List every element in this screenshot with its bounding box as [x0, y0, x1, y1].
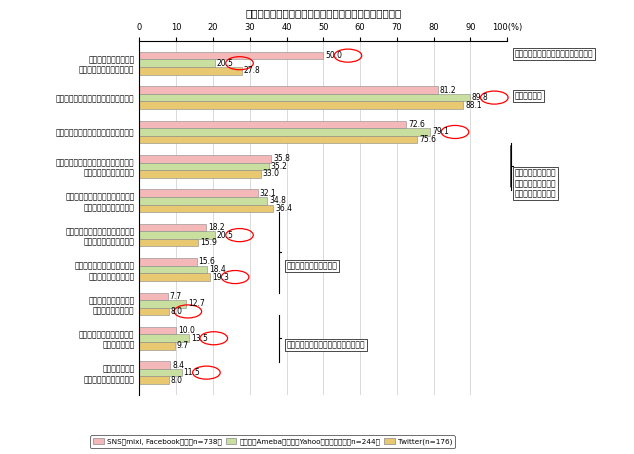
Text: 79.1: 79.1	[432, 128, 449, 137]
Text: 81.2: 81.2	[440, 85, 456, 94]
Bar	[139, 273, 210, 281]
Bar	[139, 335, 189, 342]
Text: 20.5: 20.5	[217, 231, 233, 240]
Bar	[139, 327, 176, 335]
Text: 8.0: 8.0	[171, 307, 183, 316]
Bar	[139, 155, 271, 163]
Bar	[139, 204, 273, 212]
Bar	[139, 369, 182, 376]
Title: ソーシャルメディアの使い分けにより多様なことが実現: ソーシャルメディアの使い分けにより多様なことが実現	[245, 8, 401, 18]
Text: 7.7: 7.7	[170, 292, 182, 301]
Bar	[139, 101, 463, 109]
Text: 35.8: 35.8	[273, 154, 290, 163]
Text: 13.5: 13.5	[191, 334, 208, 343]
Bar	[139, 86, 438, 94]
Text: 32.1: 32.1	[259, 189, 276, 197]
Text: 情報の受発信: 情報の受発信	[515, 91, 542, 100]
Text: 34.8: 34.8	[269, 196, 286, 205]
Bar	[139, 94, 470, 101]
Bar	[139, 163, 269, 170]
Text: 89.8: 89.8	[472, 93, 488, 102]
Text: 35.2: 35.2	[271, 162, 288, 171]
Text: 72.6: 72.6	[408, 120, 425, 129]
Bar	[139, 239, 198, 247]
Text: 36.4: 36.4	[275, 204, 292, 213]
Bar	[139, 136, 417, 143]
Legend: SNS（mixi, Facebook等）（n=738）, ブログ（Amebaブログ、Yahoo！ブログ等）（n=244）, Twitter(n=176): SNS（mixi, Facebook等）（n=738）, ブログ（Amebaブロ…	[91, 435, 455, 448]
Bar	[139, 376, 169, 384]
Text: 27.8: 27.8	[243, 66, 261, 75]
Text: 50.0: 50.0	[325, 51, 342, 60]
Bar	[139, 52, 323, 59]
Text: 19.3: 19.3	[212, 272, 229, 281]
Text: 9.7: 9.7	[177, 341, 189, 350]
Bar	[139, 300, 186, 308]
Bar	[139, 189, 257, 197]
Bar	[139, 266, 207, 273]
Text: 社会・地域コミュニティの問題解決等: 社会・地域コミュニティの問題解決等	[287, 340, 365, 350]
Bar	[139, 67, 242, 74]
Bar	[139, 361, 171, 369]
Text: ソーシャルメディア
を契機とする新たな
コミュニケーション: ソーシャルメディア を契機とする新たな コミュニケーション	[515, 168, 556, 198]
Text: 15.6: 15.6	[198, 257, 216, 266]
Text: 18.4: 18.4	[209, 265, 226, 274]
Text: 15.9: 15.9	[200, 238, 217, 247]
Text: 10.0: 10.0	[178, 326, 195, 335]
Text: 75.6: 75.6	[419, 135, 436, 144]
Bar	[139, 224, 207, 232]
Bar	[139, 258, 197, 266]
Bar	[139, 170, 261, 178]
Text: 8.0: 8.0	[171, 376, 183, 385]
Bar	[139, 342, 175, 350]
Text: 12.7: 12.7	[188, 299, 205, 308]
Bar	[139, 308, 169, 315]
Text: 身近な不安・問題の解決: 身近な不安・問題の解決	[287, 262, 337, 271]
Bar	[139, 59, 215, 67]
Bar	[139, 128, 430, 136]
Bar	[139, 292, 168, 300]
Text: 11.5: 11.5	[184, 368, 200, 377]
Text: 88.1: 88.1	[465, 101, 482, 110]
Bar	[139, 232, 215, 239]
Text: 33.0: 33.0	[262, 169, 280, 178]
Bar	[139, 121, 406, 128]
Text: 20.5: 20.5	[217, 59, 233, 68]
Text: 18.2: 18.2	[208, 223, 225, 232]
Text: 8.4: 8.4	[172, 360, 184, 370]
Text: オフラインコミュニケーションの補完: オフラインコミュニケーションの補完	[515, 49, 593, 59]
Bar	[139, 197, 268, 204]
